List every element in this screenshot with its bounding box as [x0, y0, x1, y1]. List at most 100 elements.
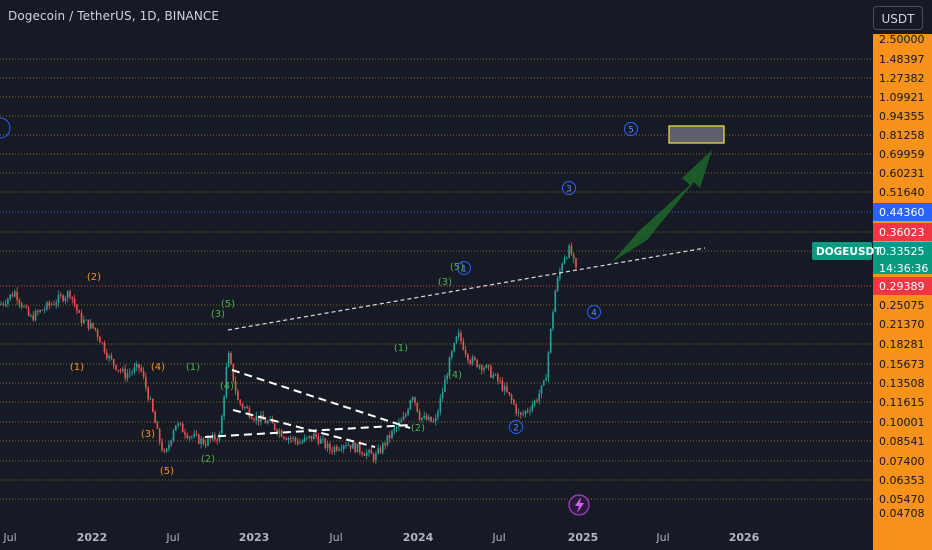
- circle-wave-label: 1: [461, 265, 467, 275]
- candle-body: [508, 392, 511, 395]
- candle-body: [184, 432, 186, 436]
- candle-body: [46, 302, 48, 310]
- candle-body: [483, 367, 485, 371]
- candle-body: [545, 377, 547, 381]
- candle-body: [66, 291, 69, 298]
- candle-body: [186, 435, 189, 438]
- candle-body: [386, 435, 389, 446]
- candle-body: [115, 364, 117, 370]
- wedge-lower-line: [204, 424, 411, 438]
- x-tick-label: Jul: [2, 531, 16, 544]
- candle-body: [494, 374, 497, 376]
- candle-body: [101, 342, 103, 344]
- candle-body: [92, 322, 94, 328]
- circle-wave-label: 2: [513, 424, 519, 434]
- candle-body: [267, 421, 269, 424]
- wave-label: (3): [211, 309, 225, 320]
- candle-body: [204, 443, 207, 446]
- candle-body: [478, 365, 481, 367]
- circle-wave-label: 5: [628, 126, 634, 136]
- edge-circle-marker: [0, 117, 11, 139]
- candle-body: [572, 254, 575, 259]
- candle-body: [175, 425, 177, 431]
- candle-body: [301, 441, 304, 443]
- price-tag-bg: [873, 223, 932, 241]
- candle-body: [232, 363, 235, 382]
- candle-body: [18, 300, 21, 304]
- candle-body: [278, 430, 281, 434]
- price-scale-label: 0.60231: [879, 167, 925, 180]
- candle-body: [126, 373, 129, 379]
- candle-body: [455, 336, 458, 343]
- x-tick-label: 2024: [403, 531, 434, 544]
- candle-body: [409, 400, 412, 410]
- wedge-upper-line: [231, 369, 411, 429]
- candle-body: [209, 438, 212, 440]
- candle-body: [308, 435, 310, 438]
- candle-body: [356, 443, 359, 453]
- candle-body: [230, 352, 232, 364]
- candle-body: [540, 385, 543, 394]
- candle-body: [513, 399, 515, 405]
- candle-body: [552, 312, 554, 329]
- candle-body: [405, 414, 407, 417]
- price-scale-label: 0.10001: [879, 416, 925, 429]
- candle-body: [80, 312, 83, 324]
- price-scale-label: 0.36023: [879, 226, 925, 239]
- candle-body: [575, 258, 577, 268]
- candle-body: [41, 310, 44, 311]
- candle-body: [476, 359, 478, 367]
- candle-body: [96, 329, 99, 337]
- circle-wave-marker: [509, 420, 523, 434]
- candle-body: [78, 310, 80, 313]
- candle-body: [7, 298, 9, 304]
- candle-body: [154, 411, 156, 423]
- candle-body: [361, 452, 363, 455]
- candle-body: [469, 360, 471, 364]
- candle-body: [347, 445, 350, 446]
- candle-body: [152, 398, 154, 412]
- candle-body: [520, 412, 522, 415]
- price-scale-label: 0.33525: [879, 245, 925, 258]
- candle-body: [531, 405, 534, 411]
- price-tag-bg: [873, 277, 932, 295]
- candle-body: [414, 397, 416, 403]
- x-tick-label: 2026: [729, 531, 760, 544]
- candle-body: [303, 437, 306, 442]
- candle-body: [566, 257, 568, 259]
- symbol-title: Dogecoin / TetherUS, 1D, BINANCE: [8, 9, 220, 23]
- wave-label: (5): [221, 299, 235, 310]
- candle-body: [324, 438, 327, 448]
- candle-body: [122, 368, 124, 371]
- candle-body: [172, 430, 175, 441]
- candle-body: [457, 332, 460, 337]
- x-tick-label: 2025: [568, 531, 599, 544]
- candle-body: [191, 436, 193, 438]
- candle-body: [345, 445, 347, 447]
- candle-body: [39, 310, 41, 313]
- candle-body: [103, 342, 106, 353]
- price-scale-label: 2.50000: [879, 33, 925, 46]
- candle-body: [195, 433, 198, 435]
- candle-body: [241, 403, 244, 408]
- price-scale-label: 0.04708: [879, 507, 925, 520]
- candle-body: [370, 450, 373, 454]
- currency-button[interactable]: USDT: [873, 6, 923, 30]
- candle-body: [556, 278, 559, 291]
- candle-body: [165, 448, 168, 452]
- candle-body: [471, 357, 474, 364]
- candle-body: [27, 307, 30, 316]
- candle-body: [352, 442, 354, 449]
- wave-label: (4): [220, 381, 234, 392]
- candle-body: [138, 364, 140, 369]
- wave-label: (1): [70, 362, 84, 373]
- candle-body: [202, 438, 205, 444]
- candle-body: [517, 412, 520, 414]
- price-scale-label: 0.21370: [879, 318, 925, 331]
- candle-body: [336, 446, 338, 451]
- candle-body: [492, 374, 494, 378]
- candle-body: [133, 367, 136, 372]
- candle-body: [207, 438, 209, 446]
